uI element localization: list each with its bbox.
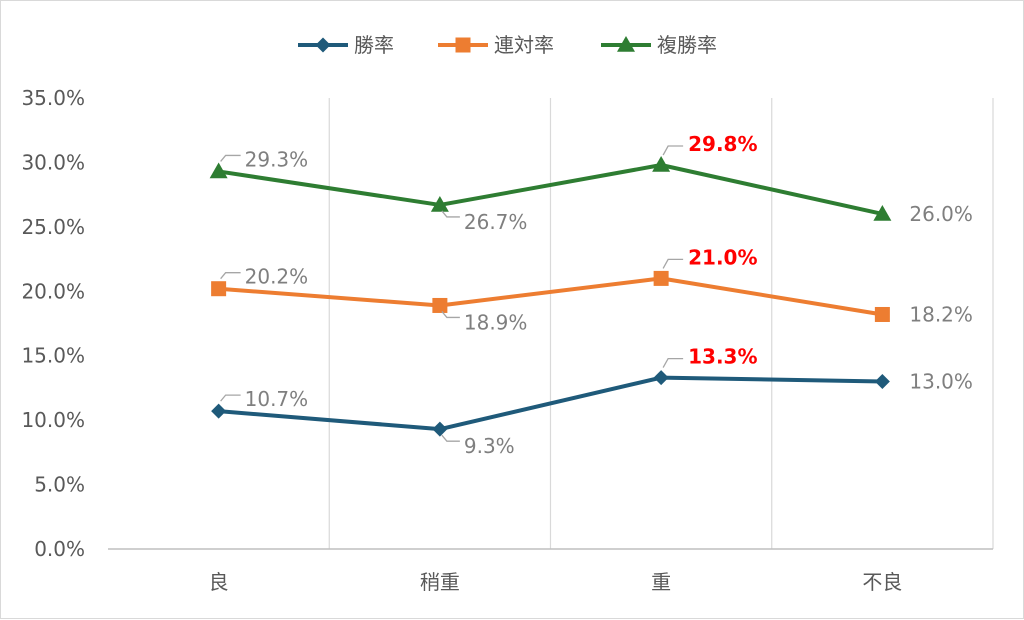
data-point-marker xyxy=(653,370,669,386)
x-tick-label: 良 xyxy=(209,570,229,594)
data-label: 18.2% xyxy=(909,302,973,326)
series-lines xyxy=(209,156,892,437)
label-leader-line xyxy=(220,394,241,402)
label-leader-line xyxy=(220,154,241,162)
data-label: 26.7% xyxy=(464,210,528,234)
label-leader-line xyxy=(441,210,460,218)
y-tick-label: 5.0% xyxy=(34,473,85,497)
data-point-marker xyxy=(652,156,671,172)
series-line xyxy=(218,163,883,216)
y-tick-label: 25.0% xyxy=(21,215,85,239)
y-tick-label: 35.0% xyxy=(21,86,85,110)
data-point-marker xyxy=(211,281,227,297)
data-label: 9.3% xyxy=(464,434,515,458)
data-point-marker xyxy=(211,403,227,419)
legend: 勝率 連対率 複勝率 xyxy=(298,33,717,57)
axes: 0.0% 5.0% 10.0% 15.0% 20.0% 25.0% 30.0% 35.0% 良 稍… xyxy=(21,86,993,594)
x-tick-label: 重 xyxy=(651,570,671,594)
data-point-marker xyxy=(874,306,890,322)
y-tick-label: 0.0% xyxy=(34,537,85,561)
label-leader-line xyxy=(441,311,460,319)
data-label: 13.3% xyxy=(688,345,757,369)
data-label: 18.9% xyxy=(464,310,528,334)
data-point-marker xyxy=(432,297,448,313)
data-point-marker xyxy=(432,421,448,437)
data-label: 10.7% xyxy=(245,387,309,411)
data-point-marker xyxy=(209,162,228,179)
legend-label: 勝率 xyxy=(354,33,394,57)
data-point-marker xyxy=(873,204,892,221)
data-label: 20.2% xyxy=(245,265,309,289)
label-leader-line xyxy=(662,145,684,156)
data-label: 26.0% xyxy=(909,202,973,226)
series-line xyxy=(218,375,883,432)
data-point-marker xyxy=(874,373,890,389)
data-label: 13.0% xyxy=(909,369,973,393)
x-tick-label: 不良 xyxy=(862,570,902,594)
data-point-marker xyxy=(430,195,449,212)
label-leader-line xyxy=(662,258,684,269)
legend-label: 連対率 xyxy=(494,33,554,57)
y-tick-label: 20.0% xyxy=(21,279,85,303)
data-label: 29.3% xyxy=(245,147,309,171)
y-tick-label: 15.0% xyxy=(21,344,85,368)
legend-marker xyxy=(617,36,635,52)
y-tick-label: 10.0% xyxy=(21,408,85,432)
label-leader-line xyxy=(220,272,241,280)
label-leader-line xyxy=(441,434,460,442)
data-labels: 10.7% 9.3% 13.3% 13.0% 20.2% 18.9% 21.0% 18.2% 2… xyxy=(220,132,973,458)
data-point-marker xyxy=(653,270,669,286)
series-line xyxy=(218,276,883,317)
label-leader-line xyxy=(662,357,684,368)
data-label: 21.0% xyxy=(688,245,757,269)
gridlines xyxy=(328,98,994,549)
data-label: 29.8% xyxy=(688,132,757,156)
x-tick-label: 稍重 xyxy=(420,570,460,594)
legend-marker xyxy=(455,37,471,53)
legend-label: 複勝率 xyxy=(657,33,717,57)
y-tick-label: 30.0% xyxy=(21,150,85,174)
legend-marker xyxy=(315,37,331,53)
